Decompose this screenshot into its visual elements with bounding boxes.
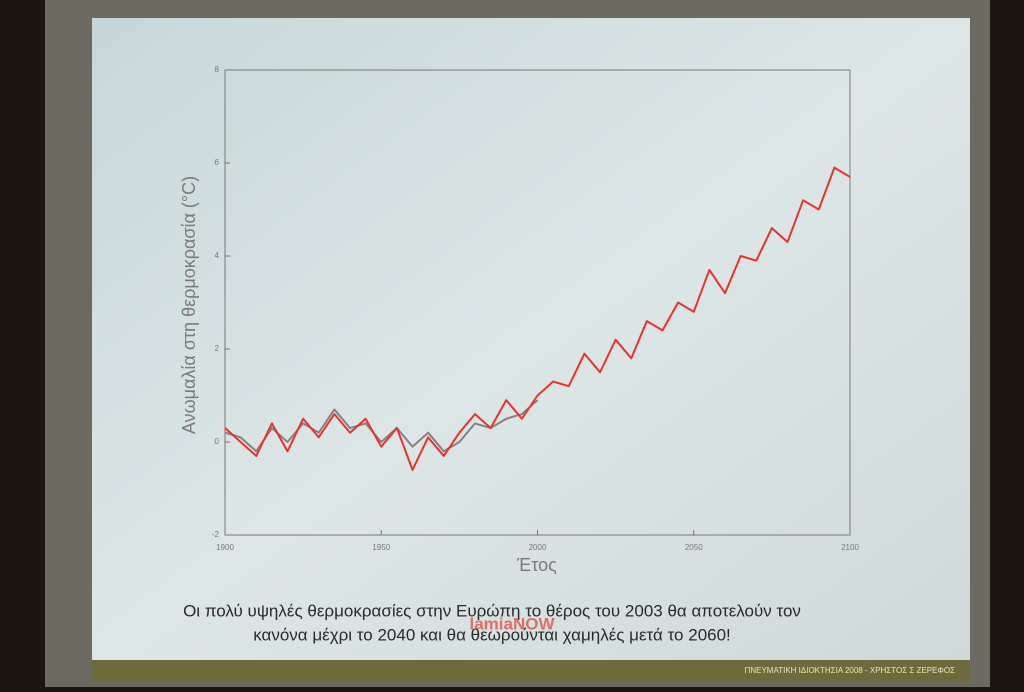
- y-axis-label: Ανωμαλία στη θερμοκρασία (°C): [179, 176, 199, 434]
- y-tick-label: 2: [215, 344, 220, 353]
- series-line: [224, 166, 851, 471]
- y-tick-label: 8: [215, 65, 220, 74]
- x-tick-label: 1900: [216, 543, 234, 552]
- caption: κανόνα μέχρι το 2040 και θα θεωρούνται χ…: [253, 625, 731, 644]
- y-tick-label: 4: [215, 251, 220, 260]
- caption: Οι πολύ υψηλές θερμοκρασίες στην Ευρώπη …: [183, 601, 801, 620]
- y-tick-label: 0: [215, 437, 220, 446]
- x-tick-label: 2000: [529, 543, 547, 552]
- plot: -2 0 2 4 6 8 1900 1950 2000 2050 2100: [212, 65, 860, 552]
- x-axis-label: Έτος: [516, 555, 557, 575]
- footer-bar: [92, 660, 970, 682]
- y-tick-label: 6: [215, 158, 220, 167]
- x-tick-label: 2100: [841, 543, 859, 552]
- x-tick-label: 2050: [685, 543, 703, 552]
- y-tick-label: -2: [212, 530, 220, 539]
- slide: [92, 18, 970, 660]
- watermark: lamiaNOW: [469, 614, 555, 633]
- x-tick-label: 1950: [372, 543, 390, 552]
- footer: ΠΝΕΥΜΑΤΙΚΗ ΙΔΙΟΚΤΗΣΙΑ 2008 - ΧΡΗΣΤΟΣ Σ Ζ…: [745, 666, 955, 675]
